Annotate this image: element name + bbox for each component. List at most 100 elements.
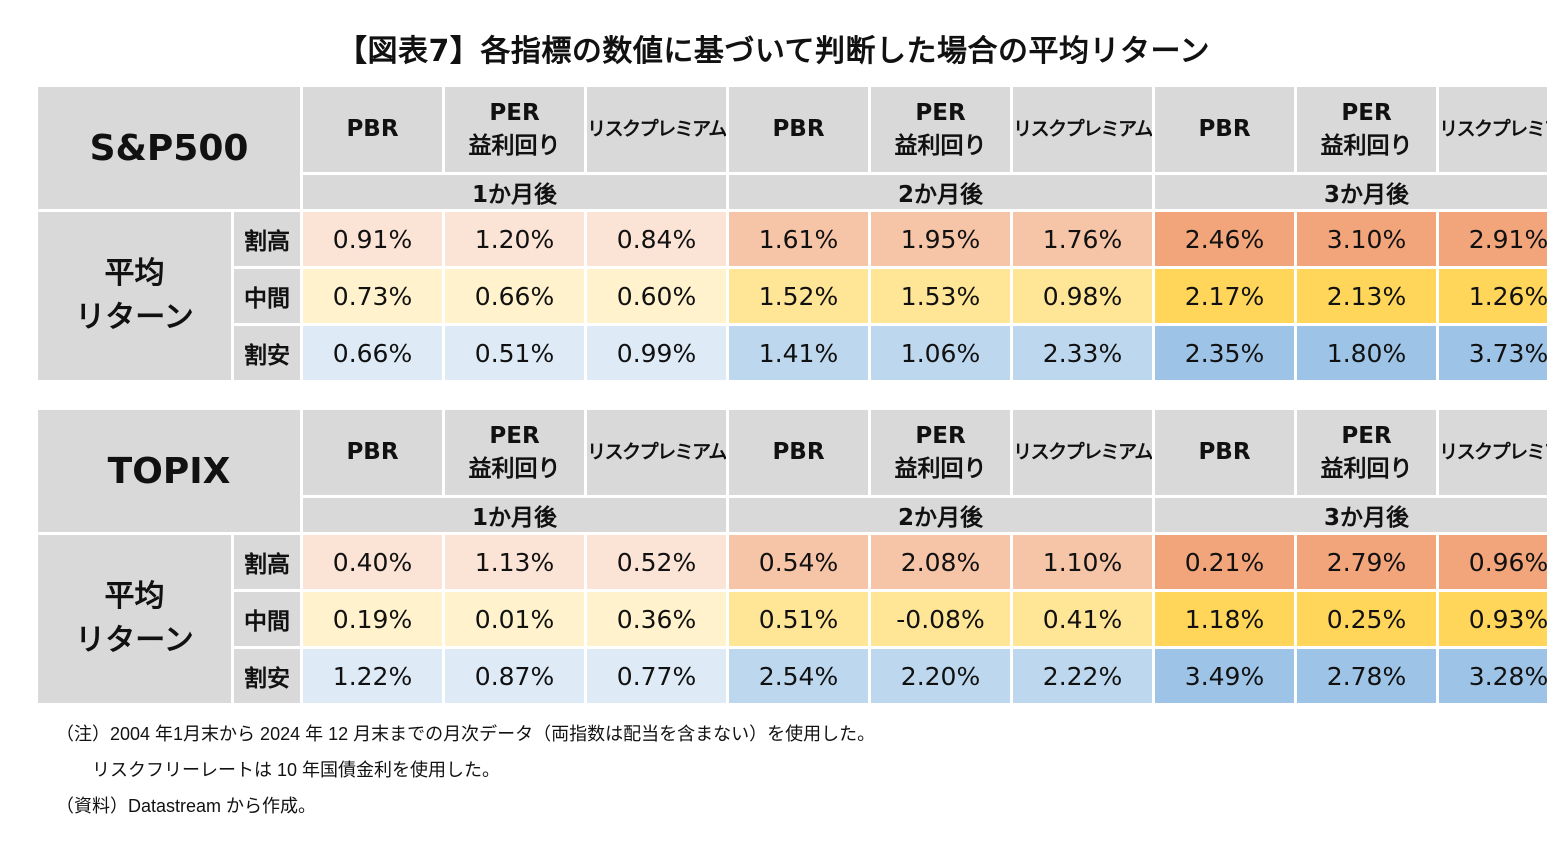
metric-header: PBR [729, 87, 869, 172]
note-line-2: リスクフリーレートは 10 年国債金利を使用した。 [56, 760, 501, 780]
value-cell: 0.77% [587, 649, 727, 703]
notes: （注）2004 年1月末から 2024 年 12 月末までの月次データ（両指数は… [56, 716, 875, 824]
metric-header-line: PER [489, 99, 540, 126]
value-cell: -0.08% [871, 592, 1011, 646]
value-cell: 2.08% [871, 535, 1011, 589]
metric-header-line: PER [1341, 99, 1392, 126]
value-cell: 0.60% [587, 269, 727, 323]
metric-header: PER 益利回り [445, 410, 585, 495]
value-cell: 1.26% [1439, 269, 1547, 323]
value-cell: 0.25% [1297, 592, 1437, 646]
value-cell: 0.96% [1439, 535, 1547, 589]
row-label: 割安 [234, 649, 301, 703]
value-cell: 0.21% [1155, 535, 1295, 589]
value-cell: 2.79% [1297, 535, 1437, 589]
value-cell: 2.13% [1297, 269, 1437, 323]
chart-title: 【図表7】各指標の数値に基づいて判断した場合の平均リターン [337, 34, 1210, 69]
value-cell: 0.98% [1013, 269, 1153, 323]
metric-header-line: PER [915, 422, 966, 449]
metric-header: PBR [729, 410, 869, 495]
period-header: 1か月後 [303, 175, 727, 209]
table-row: 平均 リターン 割高 0.40% 1.13% 0.52% 0.54% 2.08% 1.10% 0.… [38, 535, 1547, 703]
value-cell: 0.99% [587, 326, 727, 380]
value-cell: 2.35% [1155, 326, 1295, 380]
row-group-label: 平均 リターン [38, 212, 231, 380]
metric-header-line: PER [1341, 422, 1392, 449]
returns-table: S&P500 PBR PER 益利回り リスクプレミアム PBR PER 益利回り リスクプレミ… [35, 84, 1547, 383]
row-group-line: 平均 [104, 579, 165, 614]
value-cell: 3.10% [1297, 212, 1437, 266]
metric-header: リスクプレミアム [1013, 87, 1153, 172]
metric-header-line: 益利回り [894, 455, 987, 482]
value-cell: 1.41% [729, 326, 869, 380]
metric-header-line: PER [489, 422, 540, 449]
metric-header-line: 益利回り [468, 132, 561, 159]
value-cell: 0.66% [303, 326, 443, 380]
table-row: 中間 0.19% 0.01% 0.36% 0.51% -0.08% 0.41% 1.18% 0.… [38, 592, 1547, 646]
value-cell: 1.13% [445, 535, 585, 589]
row-label: 割高 [234, 212, 301, 266]
metric-header: PBR [1155, 410, 1295, 495]
value-cell: 1.95% [871, 212, 1011, 266]
period-header: 2か月後 [729, 175, 1153, 209]
value-cell: 0.87% [445, 649, 585, 703]
returns-table: TOPIX PBR PER 益利回り リスクプレミアム PBR PER 益利回り リスクプレミア… [35, 407, 1547, 706]
value-cell: 0.40% [303, 535, 443, 589]
value-cell: 1.22% [303, 649, 443, 703]
row-group-line: 平均 [104, 256, 165, 291]
value-cell: 0.51% [729, 592, 869, 646]
value-cell: 0.36% [587, 592, 727, 646]
row-group-label: 平均 リターン [38, 535, 231, 703]
table-row: 割安 1.22% 0.87% 0.77% 2.54% 2.20% 2.22% 3.49% 2.7… [38, 649, 1547, 703]
value-cell: 3.28% [1439, 649, 1547, 703]
value-cell: 1.06% [871, 326, 1011, 380]
metric-header: PER 益利回り [445, 87, 585, 172]
table-row: 平均 リターン 割高 0.91% 1.20% 0.84% 1.61% 1.95% 1.76% 2.… [38, 212, 1547, 380]
index-name: TOPIX [38, 410, 301, 532]
value-cell: 1.76% [1013, 212, 1153, 266]
value-cell: 3.49% [1155, 649, 1295, 703]
note-line-1: （注）2004 年1月末から 2024 年 12 月末までの月次データ（両指数は… [56, 724, 876, 744]
metric-header: リスクプレミアム [1439, 87, 1547, 172]
value-cell: 0.19% [303, 592, 443, 646]
metric-header: PER 益利回り [1297, 87, 1437, 172]
value-cell: 0.52% [587, 535, 727, 589]
value-cell: 0.93% [1439, 592, 1547, 646]
metric-header: PBR [303, 87, 443, 172]
metric-header: リスクプレミアム [587, 87, 727, 172]
metric-header-line: PER [915, 99, 966, 126]
period-header: 3か月後 [1155, 175, 1547, 209]
value-cell: 2.91% [1439, 212, 1547, 266]
metric-header: リスクプレミアム [1013, 410, 1153, 495]
value-cell: 0.54% [729, 535, 869, 589]
value-cell: 1.20% [445, 212, 585, 266]
metric-header: リスクプレミアム [587, 410, 727, 495]
value-cell: 0.51% [445, 326, 585, 380]
value-cell: 2.54% [729, 649, 869, 703]
value-cell: 0.73% [303, 269, 443, 323]
note-line-3: （資料）Datastream から作成。 [56, 796, 317, 816]
value-cell: 1.53% [871, 269, 1011, 323]
period-header: 1か月後 [303, 498, 727, 532]
value-cell: 2.22% [1013, 649, 1153, 703]
value-cell: 1.18% [1155, 592, 1295, 646]
row-label: 中間 [234, 269, 301, 323]
value-cell: 2.78% [1297, 649, 1437, 703]
value-cell: 1.80% [1297, 326, 1437, 380]
row-label: 中間 [234, 592, 301, 646]
value-cell: 2.46% [1155, 212, 1295, 266]
row-group-line: リターン [75, 623, 194, 658]
value-cell: 1.10% [1013, 535, 1153, 589]
row-group-line: リターン [75, 300, 194, 335]
metric-header-line: 益利回り [468, 455, 561, 482]
value-cell: 3.73% [1439, 326, 1547, 380]
period-header: 3か月後 [1155, 498, 1547, 532]
metric-header-line: 益利回り [1320, 132, 1413, 159]
metric-header: PBR [303, 410, 443, 495]
metric-header: PBR [1155, 87, 1295, 172]
metric-header-line: 益利回り [1320, 455, 1413, 482]
row-label: 割高 [234, 535, 301, 589]
value-cell: 0.84% [587, 212, 727, 266]
index-name: S&P500 [38, 87, 301, 209]
metric-header: PER 益利回り [871, 87, 1011, 172]
